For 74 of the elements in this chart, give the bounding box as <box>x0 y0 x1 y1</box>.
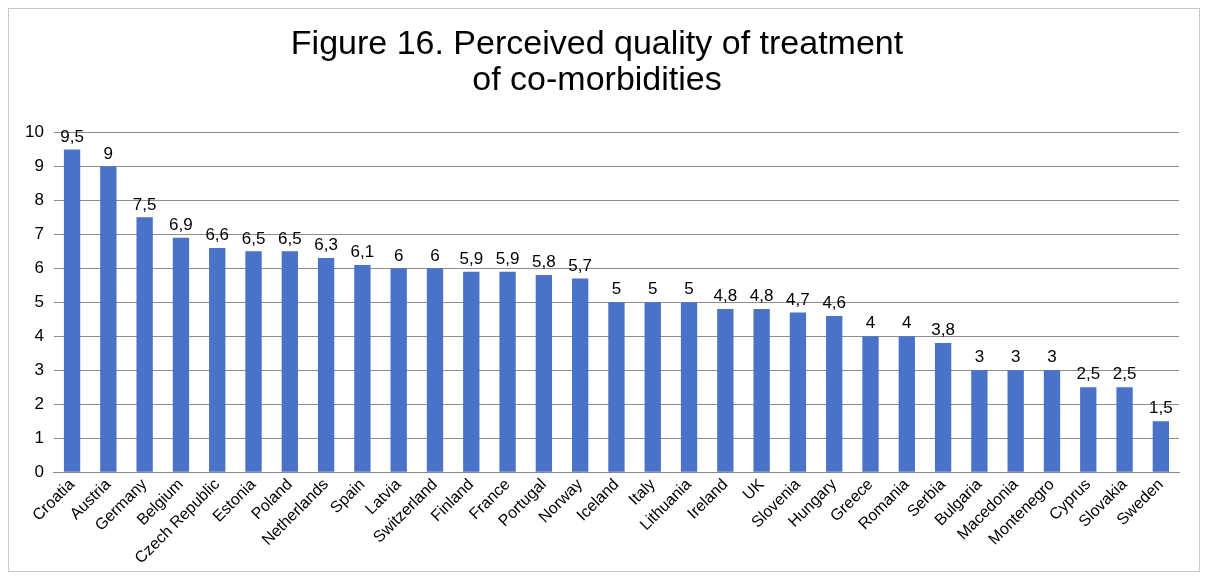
y-tick-label: 8 <box>34 190 44 210</box>
data-label: 6 <box>430 245 440 265</box>
data-label: 4 <box>902 313 912 333</box>
y-tick-label: 0 <box>34 461 44 481</box>
bar <box>644 302 661 472</box>
y-tick-label: 7 <box>34 224 44 244</box>
bar <box>172 237 190 472</box>
data-label: 4 <box>865 313 876 333</box>
bar <box>934 343 952 472</box>
data-label: 4,8 <box>713 286 738 306</box>
data-label: 9,5 <box>60 126 84 146</box>
bar <box>245 251 262 472</box>
bar <box>1007 370 1024 472</box>
data-label: 4,6 <box>822 293 847 313</box>
bar <box>317 258 335 472</box>
data-label: 6,5 <box>241 228 266 248</box>
y-tick-label: 5 <box>34 291 44 311</box>
y-tick-label: 3 <box>34 359 44 379</box>
bar <box>535 275 553 472</box>
bar <box>136 217 153 472</box>
bar <box>826 315 843 472</box>
data-label: 5,9 <box>495 248 520 268</box>
data-label: 6,5 <box>277 228 302 248</box>
chart-title: Figure 16. Perceived quality of treatment of co-morbidities <box>290 23 904 97</box>
bar <box>1152 421 1170 472</box>
data-label: 3,8 <box>931 320 955 340</box>
y-tick-label: 9 <box>34 156 44 176</box>
y-tick-label: 1 <box>34 427 44 447</box>
bar <box>753 309 770 472</box>
bar <box>499 271 516 472</box>
bar <box>898 336 915 472</box>
bar <box>354 264 371 472</box>
data-label: 6,1 <box>350 242 375 262</box>
y-tick-label: 2 <box>34 393 44 413</box>
bar <box>63 149 81 472</box>
bar <box>680 302 698 472</box>
data-label: 3 <box>1047 347 1057 367</box>
data-label: 5 <box>648 279 658 299</box>
data-label: 5,9 <box>459 248 484 268</box>
bar <box>971 370 988 472</box>
data-label: 3 <box>974 347 985 367</box>
data-label: 6,6 <box>205 225 230 245</box>
data-label: 6,3 <box>314 235 338 255</box>
data-label: 2,5 <box>1076 364 1101 384</box>
data-label: 6,9 <box>169 214 193 234</box>
bar <box>426 268 444 472</box>
bar <box>390 268 407 472</box>
data-label: 5 <box>611 279 622 299</box>
bar <box>209 247 226 472</box>
bar <box>717 309 734 472</box>
bar <box>1043 370 1061 472</box>
data-label: 3 <box>1010 347 1021 367</box>
data-label: 2,5 <box>1112 364 1137 384</box>
bar <box>1080 387 1097 472</box>
data-label: 5,8 <box>532 252 556 272</box>
bar <box>789 312 807 472</box>
bar <box>608 302 625 472</box>
data-label: 4,7 <box>786 289 810 309</box>
bar <box>281 251 298 472</box>
data-label: 4,8 <box>749 286 774 306</box>
bar <box>862 336 879 472</box>
data-label: 1,5 <box>1149 398 1173 418</box>
y-tick-label: 10 <box>24 122 44 142</box>
data-label: 5,7 <box>568 255 592 275</box>
data-label: 9 <box>103 143 114 163</box>
data-label: 6 <box>393 245 404 265</box>
bar <box>100 166 117 472</box>
data-label: 5 <box>684 279 694 299</box>
y-tick-label: 4 <box>34 325 44 345</box>
y-tick-label: 6 <box>34 258 44 277</box>
bar <box>1116 387 1133 472</box>
bar <box>572 278 589 472</box>
bar <box>463 271 480 472</box>
data-label: 7,5 <box>132 194 157 214</box>
